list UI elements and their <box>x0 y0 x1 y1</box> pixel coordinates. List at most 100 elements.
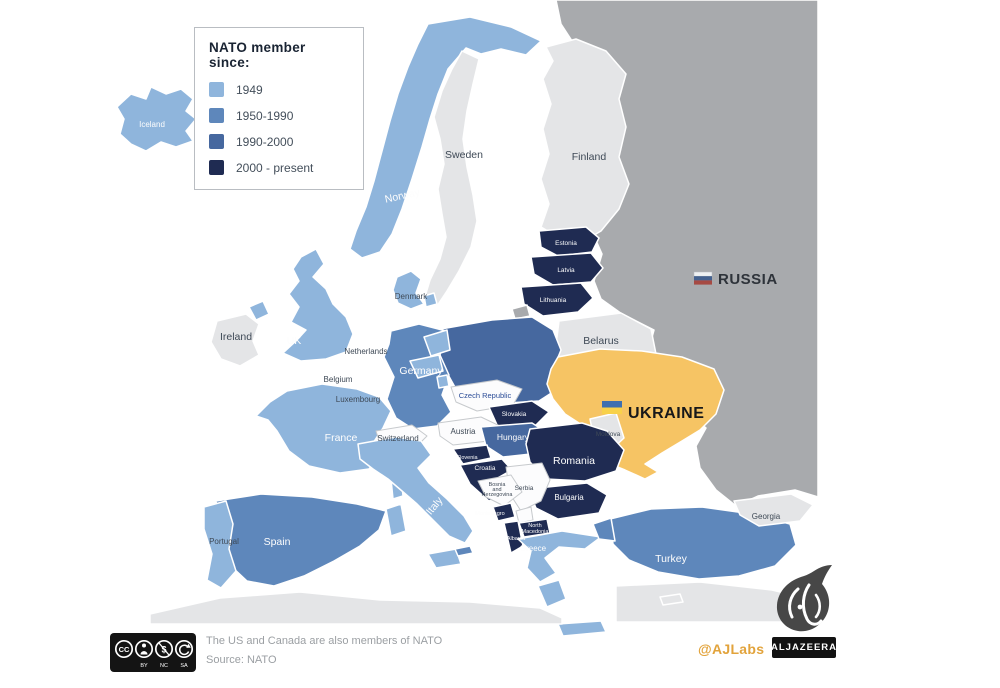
legend-label-1950-1990: 1950-1990 <box>236 108 294 123</box>
country-shape-iceland <box>116 86 197 152</box>
label-moldova: Moldova <box>596 431 621 438</box>
label-bosnia-line1: Bosnia <box>489 482 507 488</box>
aljazeera-wordmark: ALJAZEERA <box>771 637 838 658</box>
label-luxembourg: Luxembourg <box>336 395 380 404</box>
country-shape-greece <box>517 530 602 583</box>
legend-title: NATO member since: <box>209 40 306 70</box>
label-montenegro: Montenegro <box>475 511 504 517</box>
legend-swatch-1949 <box>209 82 224 97</box>
country-shape-spain <box>215 493 387 587</box>
country-shape-crete <box>557 620 607 637</box>
ukraine-flag-icon <box>602 401 622 414</box>
label-czech-republic: Czech Republic <box>459 391 512 400</box>
label-austria: Austria <box>451 427 476 436</box>
country-shape-portugal <box>203 500 237 589</box>
country-shape-sicily <box>427 548 462 569</box>
country-shape-georgia <box>733 493 814 527</box>
country-shape-bulgaria <box>527 482 608 520</box>
label-netherlands: Netherlands <box>344 347 387 356</box>
label-germany: Germany <box>399 365 443 377</box>
cc-term-sa: SA <box>180 663 188 669</box>
label-north-macedonia-line1: North <box>528 523 541 529</box>
country-shape-montenegro <box>492 502 516 522</box>
country-shape-peloponnese <box>537 579 567 608</box>
country-shape-italy <box>357 436 474 544</box>
country-shape-denmark <box>392 270 425 310</box>
country-shape-bosnia <box>477 474 523 507</box>
legend-item-1949: 1949 <box>209 82 349 97</box>
label-spain: Spain <box>264 536 291 548</box>
country-shape-netherlands <box>423 329 451 357</box>
cc-sa-icon <box>174 639 194 659</box>
country-shape-kaliningrad <box>511 304 531 320</box>
landmass-north-africa <box>149 591 563 625</box>
country-shape-turkey <box>609 506 797 580</box>
country-shape-luxembourg <box>436 374 450 389</box>
country-shape-denmark-island <box>423 292 438 308</box>
label-latvia: Latvia <box>557 267 575 274</box>
country-shape-sardinia <box>385 503 407 537</box>
label-ukraine: UKRAINE <box>628 405 704 422</box>
country-shape-kosovo <box>515 506 534 524</box>
legend-box: NATO member since: 1949 1950-1990 1990-2… <box>194 27 364 190</box>
country-shape-belgium <box>409 354 444 379</box>
aljazeera-wordmark-text: ALJAZEERA <box>771 642 838 653</box>
footer-note-line: The US and Canada are also members of NA… <box>206 635 443 647</box>
country-shape-ireland <box>210 313 260 367</box>
island-cyprus <box>659 593 684 606</box>
label-bosnia-line3: Herzegovina <box>482 492 514 498</box>
label-russia: RUSSIA <box>718 271 778 288</box>
legend-label-1990-2000: 1990-2000 <box>236 134 294 149</box>
label-portugal: Portugal <box>209 537 239 546</box>
country-shape-northern-ireland <box>248 300 270 321</box>
label-north-macedonia-line2: Macedonia <box>522 529 550 535</box>
creative-commons-badge: CC $ BY NC SA <box>110 633 196 672</box>
country-shape-latvia <box>530 252 604 286</box>
russia-flag-icon <box>693 271 713 285</box>
country-shape-turkey-thrace <box>592 517 616 542</box>
cc-icon: CC <box>114 639 134 659</box>
country-shape-slovakia <box>488 400 550 428</box>
country-shape-norway <box>349 16 542 259</box>
legend-item-1950-1990: 1950-1990 <box>209 108 349 123</box>
footer-notes: The US and Canada are also members of NA… <box>206 632 442 670</box>
country-shape-uk <box>282 248 354 362</box>
legend-label-2000-present: 2000 - present <box>236 160 314 175</box>
legend-swatch-1990-2000 <box>209 134 224 149</box>
country-shape-finland <box>540 38 630 245</box>
legend-item-2000-present: 2000 - present <box>209 160 349 175</box>
footer-source-line: Source: NATO <box>206 654 277 666</box>
label-estonia: Estonia <box>555 240 577 247</box>
label-uk: UK <box>287 335 302 347</box>
legend-swatch-1950-1990 <box>209 108 224 123</box>
country-shape-romania <box>525 422 625 482</box>
label-croatia: Croatia <box>475 465 496 472</box>
label-denmark: Denmark <box>395 292 428 301</box>
ajlabs-handle: @AJLabs <box>698 641 765 657</box>
label-albania: Albania <box>507 536 526 542</box>
country-shape-balearics <box>454 545 474 557</box>
svg-text:CC: CC <box>119 645 130 654</box>
label-iceland: Iceland <box>139 120 165 129</box>
label-switzerland: Switzerland <box>377 434 418 443</box>
label-greece: Greece <box>520 544 547 553</box>
label-serbia: Serbia <box>515 485 534 492</box>
cc-nc-icon: $ <box>154 639 174 659</box>
country-shape-lithuania <box>520 282 594 317</box>
label-georgia: Georgia <box>752 512 781 521</box>
label-lithuania: Lithuania <box>540 297 567 304</box>
country-shape-slovenia <box>452 444 492 465</box>
label-bulgaria: Bulgaria <box>554 493 584 502</box>
label-ireland: Ireland <box>220 331 252 343</box>
label-belarus: Belarus <box>583 335 619 347</box>
country-shape-albania <box>503 520 524 554</box>
cc-term-nc: NC <box>160 663 168 669</box>
legend-label-1949: 1949 <box>236 82 263 97</box>
label-sweden: Sweden <box>445 149 483 161</box>
label-finland: Finland <box>572 151 607 163</box>
cc-term-by: BY <box>140 663 148 669</box>
label-bosnia-line2: and <box>492 487 501 493</box>
cc-by-icon <box>134 639 154 659</box>
label-romania: Romania <box>553 455 595 467</box>
